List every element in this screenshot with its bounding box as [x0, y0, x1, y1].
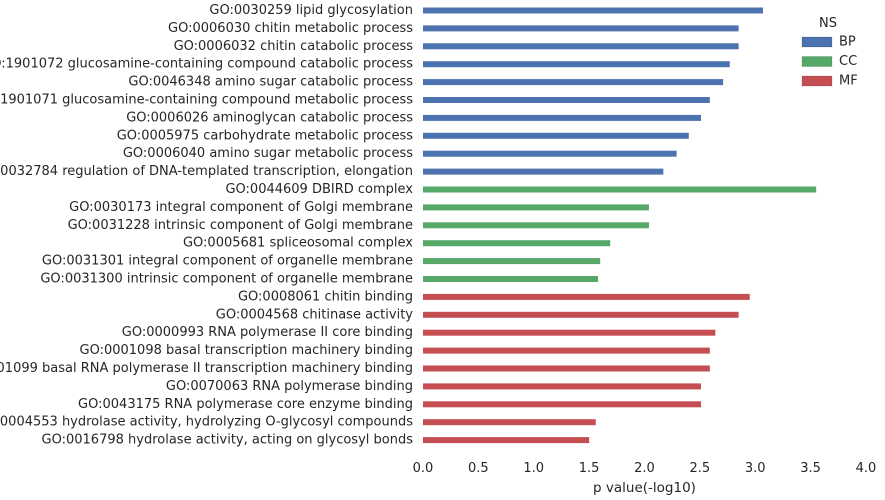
bar-bp [423, 114, 701, 121]
category-label: GO:0006026 aminoglycan catabolic process [126, 110, 413, 125]
legend-swatch-bp [801, 36, 833, 48]
category-label: GO:0006030 chitin metabolic process [168, 21, 413, 36]
bar-cc [423, 276, 598, 282]
category-label: GO:0030173 integral component of Golgi m… [69, 200, 413, 215]
bar-mf [423, 329, 716, 336]
category-label: GO:0032784 regulation of DNA-templated t… [0, 164, 413, 179]
x-tick-label: 3.5 [800, 461, 821, 476]
category-label: GO:0030259 lipid glycosylation [209, 3, 413, 18]
bar-bp [423, 132, 689, 139]
category-label: GO:0008061 chitin binding [238, 289, 413, 304]
category-label: GO:0001099 basal RNA polymerase II trans… [0, 361, 413, 376]
bar-bp [423, 168, 664, 175]
x-tick-label: 0.0 [413, 461, 434, 476]
bar-bp [423, 7, 764, 14]
legend-swatch-mf [801, 75, 833, 87]
category-label: GO:0004568 chitinase activity [216, 307, 414, 322]
category-label: GO:0004553 hydrolase activity, hydrolyzi… [0, 415, 413, 430]
bars-layer [423, 7, 817, 444]
x-tick-label: 3.0 [745, 461, 766, 476]
category-label: GO:1901072 glucosamine-containing compou… [0, 57, 413, 72]
x-tick-label: 0.5 [468, 461, 489, 476]
legend-entries: BP CC MF [801, 35, 858, 89]
category-label: GO:0000993 RNA polymerase II core bindin… [122, 325, 413, 340]
bar-cc [423, 240, 611, 247]
x-tick-label: 1.5 [579, 461, 600, 476]
bar-bp [423, 97, 710, 103]
x-axis-label: p value(-log10) [593, 480, 696, 496]
x-tick-label: 1.0 [523, 461, 544, 476]
category-label: GO:0001098 basal transcription machinery… [80, 343, 414, 358]
category-label: GO:0031300 intrinsic component of organe… [40, 272, 413, 287]
bar-bp [423, 25, 739, 32]
x-tick-label: 2.0 [634, 461, 655, 476]
category-label: GO:0044609 DBIRD complex [225, 182, 413, 197]
category-label: GO:0005975 carbohydrate metabolic proces… [117, 128, 413, 143]
category-label: GO:0031228 intrinsic component of Golgi … [68, 218, 413, 233]
category-labels: GO:0030259 lipid glycosylation GO:0006030… [0, 3, 413, 448]
category-label: GO:0031301 integral component of organel… [42, 254, 413, 269]
bar-bp [423, 61, 730, 68]
bar-mf [423, 347, 710, 354]
bar-cc [423, 186, 817, 193]
bar-mf [423, 311, 739, 318]
category-label: GO:0043175 RNA polymerase core enzyme bi… [78, 397, 413, 412]
bar-mf [423, 365, 710, 372]
category-label: GO:0005681 spliceosomal complex [183, 236, 413, 251]
legend-label-cc: CC [839, 54, 857, 69]
legend-label-mf: MF [839, 74, 858, 89]
bar-mf [423, 401, 701, 408]
category-label: GO:0006040 amino sugar metabolic process [123, 146, 413, 161]
x-tick-label: 2.5 [690, 461, 711, 476]
bar-mf [423, 437, 590, 444]
bar-bp [423, 150, 677, 157]
bar-mf [423, 383, 701, 390]
bar-mf [423, 419, 596, 426]
category-label: GO:0046348 amino sugar catabolic process [128, 75, 413, 90]
category-label: GO:0070063 RNA polymerase binding [166, 379, 413, 394]
bar-bp [423, 43, 739, 50]
bar-mf [423, 293, 750, 300]
legend-swatch-cc [801, 56, 833, 67]
category-label: GO:0016798 hydrolase activity, acting on… [42, 433, 414, 448]
bar-cc [423, 204, 649, 211]
legend-title: NS [819, 16, 837, 31]
category-label: GO:0006032 chitin catabolic process [174, 39, 414, 54]
legend-label-bp: BP [839, 35, 856, 50]
bar-cc [423, 222, 649, 229]
bar-cc [423, 258, 601, 265]
category-label: GO:1901071 glucosamine-containing compou… [0, 93, 413, 108]
x-tick-label: 4.0 [856, 461, 877, 476]
x-axis-ticks: 0.0 0.5 1.0 1.5 2.0 2.5 3.0 3.5 4.0 [413, 461, 877, 476]
bar-bp [423, 79, 724, 86]
legend: NS BP CC MF [801, 16, 858, 89]
